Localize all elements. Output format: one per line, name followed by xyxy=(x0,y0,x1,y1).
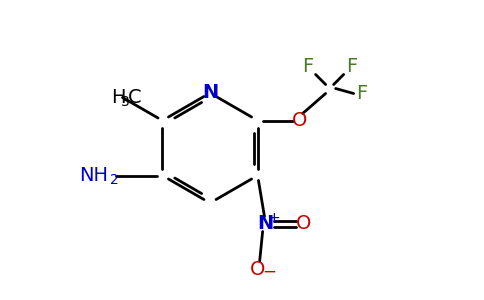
Text: −: − xyxy=(263,262,276,280)
Text: NH: NH xyxy=(79,166,108,185)
Text: O: O xyxy=(296,214,311,233)
Text: O: O xyxy=(250,260,265,279)
Text: +: + xyxy=(267,211,280,226)
Text: C: C xyxy=(128,88,141,107)
Text: H: H xyxy=(111,88,126,107)
Text: 3: 3 xyxy=(121,95,130,110)
Text: F: F xyxy=(346,57,357,76)
Text: N: N xyxy=(257,214,274,233)
Text: 2: 2 xyxy=(110,173,119,188)
Text: F: F xyxy=(356,84,367,103)
Text: N: N xyxy=(202,83,218,103)
Text: O: O xyxy=(292,111,307,130)
Text: F: F xyxy=(302,57,313,76)
